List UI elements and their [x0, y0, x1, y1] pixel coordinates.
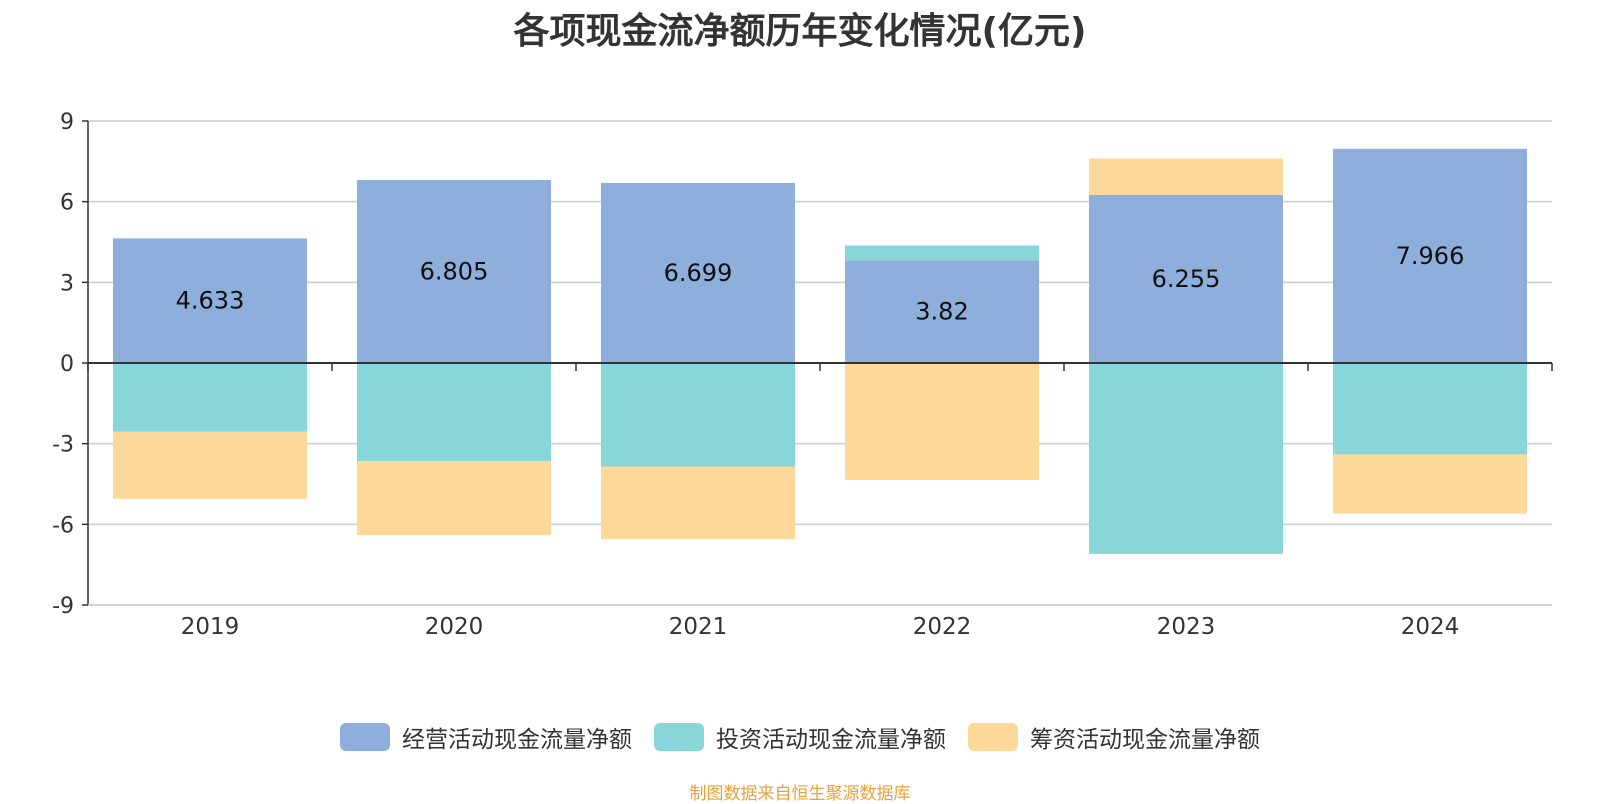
legend-swatch-financing	[968, 723, 1018, 751]
bar-value-label: 6.699	[664, 259, 733, 287]
y-tick-label: 0	[60, 352, 74, 377]
bar-segment[interactable]	[1333, 454, 1527, 514]
x-tick-label: 2022	[913, 614, 972, 640]
bar-value-label: 7.966	[1396, 242, 1465, 270]
x-tick-label: 2021	[669, 614, 728, 640]
bar-value-label: 3.82	[915, 298, 968, 326]
bar-segment[interactable]	[1333, 363, 1527, 455]
bar-segment[interactable]	[1333, 148, 1527, 363]
bar-value-label: 6.805	[420, 258, 489, 286]
y-tick-label: -9	[52, 594, 74, 619]
legend-label-investing: 投资活动现金流量净额	[716, 727, 946, 753]
legend-label-operating: 经营活动现金流量净额	[402, 727, 632, 753]
x-tick-label: 2024	[1401, 614, 1460, 640]
y-tick-label: -6	[52, 513, 74, 538]
bar-value-label: 6.255	[1152, 265, 1221, 293]
chart-title: 各项现金流净额历年变化情况(亿元)	[513, 11, 1087, 52]
bar-segment[interactable]	[113, 238, 307, 363]
bar-segment[interactable]	[1089, 158, 1283, 195]
y-tick-label: -3	[52, 433, 74, 458]
bar-segment[interactable]	[357, 363, 551, 462]
legend: 经营活动现金流量净额 投资活动现金流量净额 筹资活动现金流量净额	[0, 720, 1600, 754]
y-tick-label: 6	[60, 191, 74, 216]
bar-segment[interactable]	[845, 363, 1039, 480]
bar-segment[interactable]	[113, 431, 307, 499]
legend-item-operating[interactable]: 经营活动现金流量净额	[340, 720, 632, 754]
y-tick-label: 3	[60, 271, 74, 296]
bar-segment[interactable]	[601, 182, 795, 363]
legend-item-financing[interactable]: 筹资活动现金流量净额	[968, 720, 1260, 754]
bar-segment[interactable]	[845, 260, 1039, 363]
x-tick-label: 2020	[425, 614, 484, 640]
bar-segment[interactable]	[845, 245, 1039, 261]
legend-swatch-investing	[654, 723, 704, 751]
chart-plot: 9 6 3 0 -3 -6 -9 4.633 2019 6.805 2020 6.699 2021 3.8…	[52, 110, 1553, 640]
x-tick-label: 2019	[181, 614, 240, 640]
bar-segment[interactable]	[357, 461, 551, 536]
bar-segment[interactable]	[601, 363, 795, 467]
x-tick-label: 2023	[1157, 614, 1216, 640]
bar-segment[interactable]	[357, 180, 551, 363]
bar-segment[interactable]	[601, 466, 795, 540]
legend-swatch-operating	[340, 723, 390, 751]
legend-item-investing[interactable]: 投资活动现金流量净额	[654, 720, 946, 754]
bar-value-label: 4.633	[176, 287, 245, 315]
source-note: 制图数据来自恒生聚源数据库	[689, 784, 911, 804]
bar-segment[interactable]	[1089, 363, 1283, 554]
y-tick-label: 9	[60, 110, 74, 135]
bar-segment[interactable]	[113, 363, 307, 432]
legend-label-financing: 筹资活动现金流量净额	[1030, 727, 1260, 753]
bar-segment[interactable]	[1089, 194, 1283, 363]
